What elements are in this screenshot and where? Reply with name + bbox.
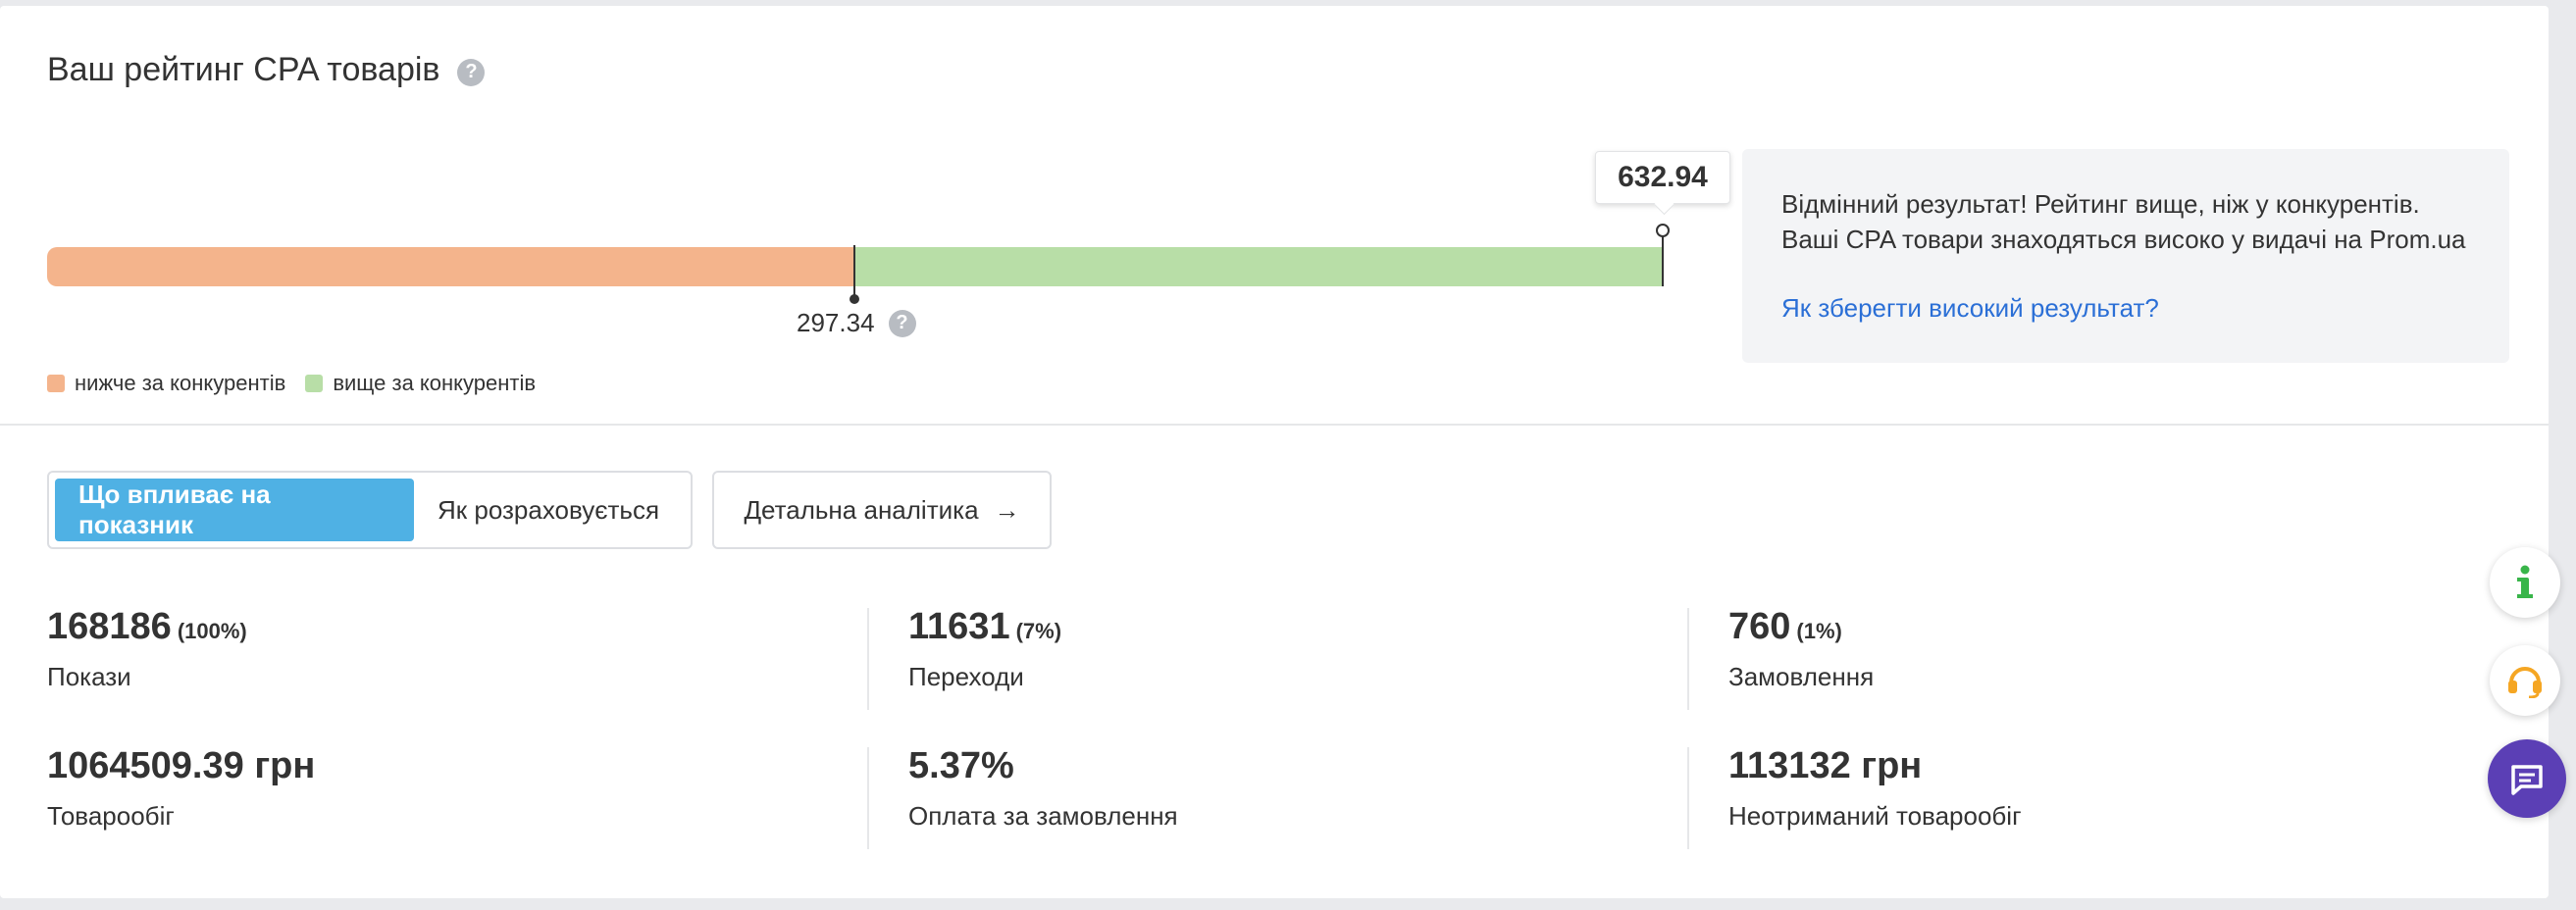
keep-result-link[interactable]: Як зберегти високий результат? bbox=[1781, 293, 2159, 323]
stat-percent: (7%) bbox=[1015, 619, 1062, 643]
stat-separator bbox=[867, 608, 869, 710]
stat-clicks: 11631 (7%) Переходи bbox=[908, 606, 1061, 692]
stat-separator bbox=[867, 747, 869, 849]
stat-orders: 760 (1%) Замовлення bbox=[1728, 606, 1874, 692]
chat-button[interactable] bbox=[2488, 739, 2566, 818]
detailed-analytics-label: Детальна аналітика bbox=[744, 494, 979, 525]
stat-label: Товарообіг bbox=[47, 801, 175, 831]
result-info-box: Відмінний результат! Рейтинг вище, ніж у… bbox=[1742, 149, 2509, 363]
stat-label: Оплата за замовлення bbox=[908, 801, 1178, 831]
my-rating-marker-line bbox=[1662, 233, 1664, 286]
legend-swatch-above bbox=[305, 375, 324, 392]
rating-bar-below bbox=[47, 247, 855, 286]
stat-order-payment: 5.37% Оплата за замовлення bbox=[908, 745, 1178, 832]
section-divider bbox=[0, 424, 2549, 426]
stat-turnover: 1064509.39 грн Товарообіг bbox=[47, 745, 315, 832]
chat-icon bbox=[2511, 765, 2543, 795]
detailed-analytics-button[interactable]: Детальна аналітика → bbox=[712, 471, 1052, 549]
stat-value: 5.37% bbox=[908, 745, 1014, 786]
info-text-line-1: Відмінний результат! Рейтинг вище, ніж у… bbox=[1781, 189, 2420, 219]
page-title: Ваш рейтинг CPA товарів bbox=[47, 51, 440, 88]
stat-impressions: 168186 (100%) Покази bbox=[47, 606, 247, 692]
stat-label: Переходи bbox=[908, 662, 1024, 691]
arrow-right-icon: → bbox=[994, 494, 1020, 525]
stat-label: Неотриманий товарообіг bbox=[1728, 801, 2022, 831]
info-icon bbox=[2517, 565, 2533, 598]
stat-separator bbox=[1687, 747, 1689, 849]
legend-item-below: нижче за конкурентів bbox=[47, 371, 285, 396]
stat-value: 11631 bbox=[908, 606, 1010, 647]
legend-item-above: вище за конкурентів bbox=[305, 371, 536, 396]
stat-percent: (1%) bbox=[1796, 619, 1842, 643]
section-title: Ваш рейтинг CPA товарів ? bbox=[47, 51, 486, 89]
average-marker-line bbox=[853, 245, 855, 300]
stat-percent: (100%) bbox=[177, 619, 247, 643]
tab-what-affects[interactable]: Що впливає на показник bbox=[55, 479, 414, 541]
my-rating-tooltip: 632.94 bbox=[1595, 151, 1730, 204]
legend-swatch-below bbox=[47, 375, 65, 392]
stat-value: 760 bbox=[1728, 606, 1791, 647]
rating-card: Ваш рейтинг CPA товарів ? 297.34 ? 632.9… bbox=[0, 6, 2549, 898]
headset-icon bbox=[2508, 667, 2542, 698]
stat-label: Покази bbox=[47, 662, 131, 691]
stat-value: 1064509.39 грн bbox=[47, 745, 316, 786]
average-value: 297.34 bbox=[797, 308, 875, 337]
rating-bar-above bbox=[855, 247, 1662, 286]
stat-label: Замовлення bbox=[1728, 662, 1875, 691]
info-button[interactable] bbox=[2490, 547, 2560, 618]
tab-how-calculated[interactable]: Як розраховується bbox=[438, 494, 660, 525]
help-icon[interactable]: ? bbox=[457, 58, 486, 86]
average-help-icon[interactable]: ? bbox=[888, 309, 916, 337]
support-button[interactable] bbox=[2490, 645, 2560, 716]
average-marker-label: 297.34 ? bbox=[797, 308, 916, 338]
legend-label-above: вище за конкурентів bbox=[333, 371, 537, 395]
tab-group: Що впливає на показник Як розраховується bbox=[47, 471, 693, 549]
legend-label-below: нижче за конкурентів bbox=[75, 371, 286, 395]
stat-separator bbox=[1687, 608, 1689, 710]
stat-lost-turnover: 113132 грн Неотриманий товарообіг bbox=[1728, 745, 2022, 832]
my-rating-value: 632.94 bbox=[1618, 161, 1708, 193]
average-marker-dot bbox=[850, 294, 859, 304]
my-rating-marker-dot bbox=[1656, 224, 1670, 237]
stat-value: 168186 bbox=[47, 606, 172, 647]
stat-value: 113132 грн bbox=[1728, 745, 1923, 786]
info-text-line-2: Ваші CPA товари знаходяться високо у вид… bbox=[1781, 225, 2466, 254]
rating-legend: нижче за конкурентів вище за конкурентів bbox=[47, 371, 536, 396]
